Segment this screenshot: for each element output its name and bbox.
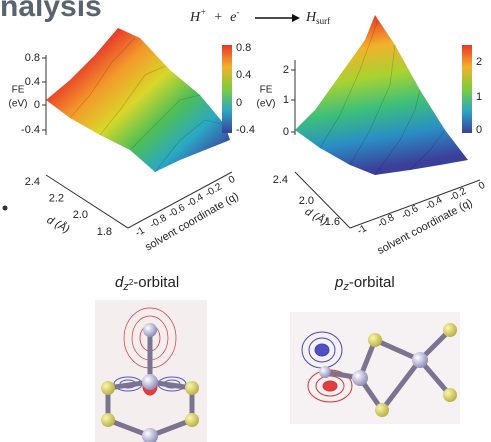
base-axes bbox=[294, 171, 481, 229]
orbital-sub: z bbox=[122, 281, 129, 293]
z-tick-label: 0.8 bbox=[25, 52, 40, 64]
colorbar-tick-label: 1 bbox=[476, 91, 482, 103]
ridge bbox=[409, 129, 446, 171]
orbital-label: pz-orbital bbox=[334, 274, 395, 293]
reactant: H bbox=[189, 10, 201, 25]
colorbar-tick-label: 0.4 bbox=[236, 69, 251, 81]
q-tick-label: 0 bbox=[227, 174, 238, 187]
ridge bbox=[374, 89, 421, 176]
z-tick-label: -0.4 bbox=[21, 124, 40, 136]
surface bbox=[46, 28, 230, 172]
z-label: FE bbox=[12, 85, 25, 96]
orbital-symbol: p bbox=[334, 274, 343, 291]
orbital-suffix: -orbital bbox=[349, 274, 395, 291]
reactant-charge: + bbox=[200, 7, 206, 17]
orbital-suffix: -orbital bbox=[133, 274, 179, 291]
ridge bbox=[349, 44, 396, 166]
title-fragment: nalysis bbox=[0, 0, 102, 23]
z-label: (eV) bbox=[9, 99, 28, 110]
d-tick-label: 1.8 bbox=[97, 226, 112, 238]
equation: H+ + e- bbox=[189, 7, 239, 25]
ridge bbox=[69, 37, 136, 119]
product-sub: surf bbox=[316, 16, 330, 26]
d-label: d (Å) bbox=[45, 213, 72, 236]
electron-charge: - bbox=[236, 7, 239, 17]
ridge bbox=[129, 94, 201, 151]
q-tick-label: -0.8 bbox=[376, 212, 397, 230]
ridge bbox=[319, 19, 379, 149]
colorbar-tick-label: 0.8 bbox=[236, 42, 251, 54]
d-tick-label: 2.4 bbox=[273, 174, 288, 186]
orbital-sub: z bbox=[342, 281, 349, 293]
colorbar bbox=[222, 45, 232, 133]
q-tick-label: -0.4 bbox=[185, 192, 206, 210]
q-tick-label: -0.4 bbox=[424, 194, 445, 212]
plus: + bbox=[214, 10, 222, 25]
d-tick-label: 2.0 bbox=[299, 195, 314, 207]
z-tick-label: 1 bbox=[283, 94, 289, 106]
q-tick-label: -1 bbox=[133, 225, 147, 239]
q-tick-label: 0 bbox=[477, 180, 488, 193]
d-tick-label: 1.6 bbox=[325, 216, 340, 228]
base-axes bbox=[45, 171, 233, 229]
dot bbox=[2, 205, 8, 211]
orbital-image bbox=[95, 300, 207, 442]
orbital-image bbox=[290, 312, 460, 424]
colorbar-tick-label: 0 bbox=[476, 124, 482, 136]
surface bbox=[295, 15, 468, 175]
orbital-sup: 2 bbox=[129, 278, 134, 287]
d-tick-label: 2.2 bbox=[49, 193, 64, 205]
electron: e bbox=[230, 10, 236, 25]
d-tick-label: 2.0 bbox=[73, 209, 88, 221]
arrow-head bbox=[292, 14, 300, 22]
colorbar bbox=[462, 45, 472, 133]
ridge bbox=[99, 65, 166, 136]
ridge bbox=[154, 119, 226, 173]
z-tick-label: 0 bbox=[283, 126, 289, 138]
product: Hsurf bbox=[305, 10, 330, 26]
orbital-label: dz2-orbital bbox=[115, 274, 179, 293]
q-tick-label: -0.6 bbox=[167, 202, 188, 220]
product-symbol: H bbox=[305, 10, 317, 25]
z-tick-label: 0.4 bbox=[25, 76, 40, 88]
z-tick-label: 2 bbox=[283, 64, 289, 76]
z-label: (eV) bbox=[257, 99, 276, 110]
z-tick-label: 0 bbox=[34, 99, 40, 111]
d-tick-label: 2.4 bbox=[25, 176, 40, 188]
z-label: FE bbox=[260, 85, 273, 96]
q-tick-label: -0.2 bbox=[203, 181, 224, 199]
colorbar-tick-label: 2 bbox=[476, 56, 482, 68]
colorbar-tick-label: -0.4 bbox=[236, 124, 255, 136]
q-tick-label: -0.6 bbox=[400, 203, 421, 221]
colorbar-tick-label: 0 bbox=[236, 97, 242, 109]
orbital-symbol: d bbox=[115, 274, 124, 291]
